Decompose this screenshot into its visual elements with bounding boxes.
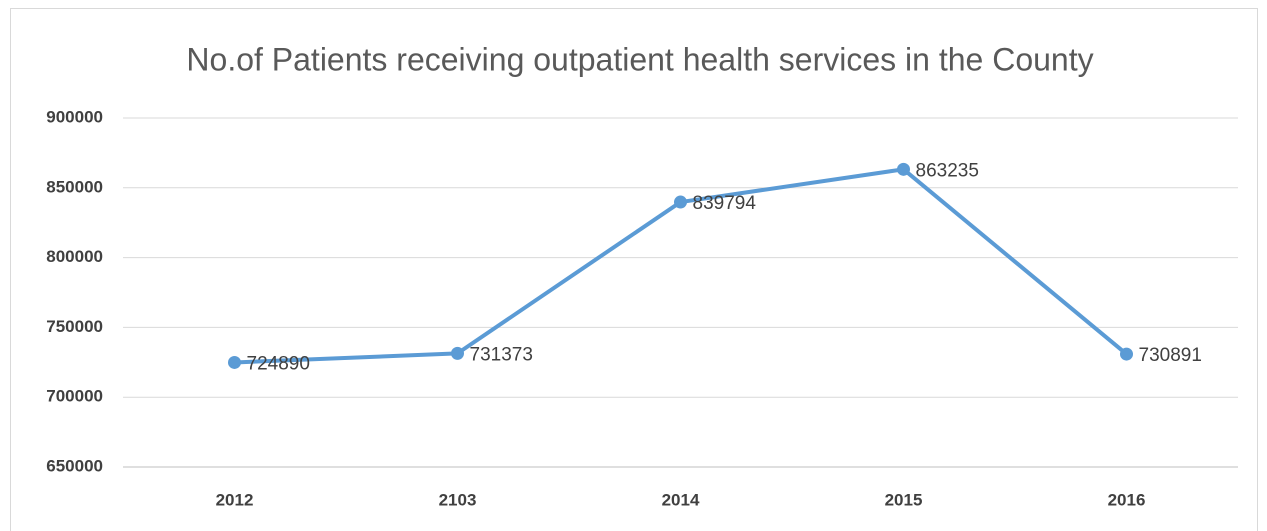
- y-tick-label: 800000: [46, 247, 103, 266]
- y-tick-label: 700000: [46, 387, 103, 406]
- y-tick-label: 850000: [46, 177, 103, 196]
- chart-border: [10, 8, 1258, 531]
- data-point: [228, 355, 241, 369]
- x-tick-label: 2012: [216, 490, 254, 509]
- data-label: 863235: [916, 160, 979, 181]
- data-label: 731373: [470, 344, 533, 365]
- data-label: 724890: [247, 353, 310, 374]
- data-point: [1120, 347, 1133, 361]
- x-tick-label: 2103: [439, 490, 477, 509]
- data-label: 839794: [693, 193, 757, 214]
- x-tick-label: 2014: [662, 490, 700, 509]
- chart-title: No.of Patients receiving outpatient heal…: [186, 41, 1093, 77]
- x-tick-label: 2016: [1108, 490, 1146, 509]
- data-point: [897, 162, 910, 176]
- y-tick-label: 650000: [46, 456, 103, 475]
- data-point: [674, 195, 687, 209]
- y-tick-label: 750000: [46, 317, 103, 336]
- data-point: [451, 346, 464, 360]
- y-tick-label: 900000: [46, 107, 103, 126]
- x-tick-label: 2015: [885, 490, 923, 509]
- data-label: 730891: [1139, 345, 1202, 366]
